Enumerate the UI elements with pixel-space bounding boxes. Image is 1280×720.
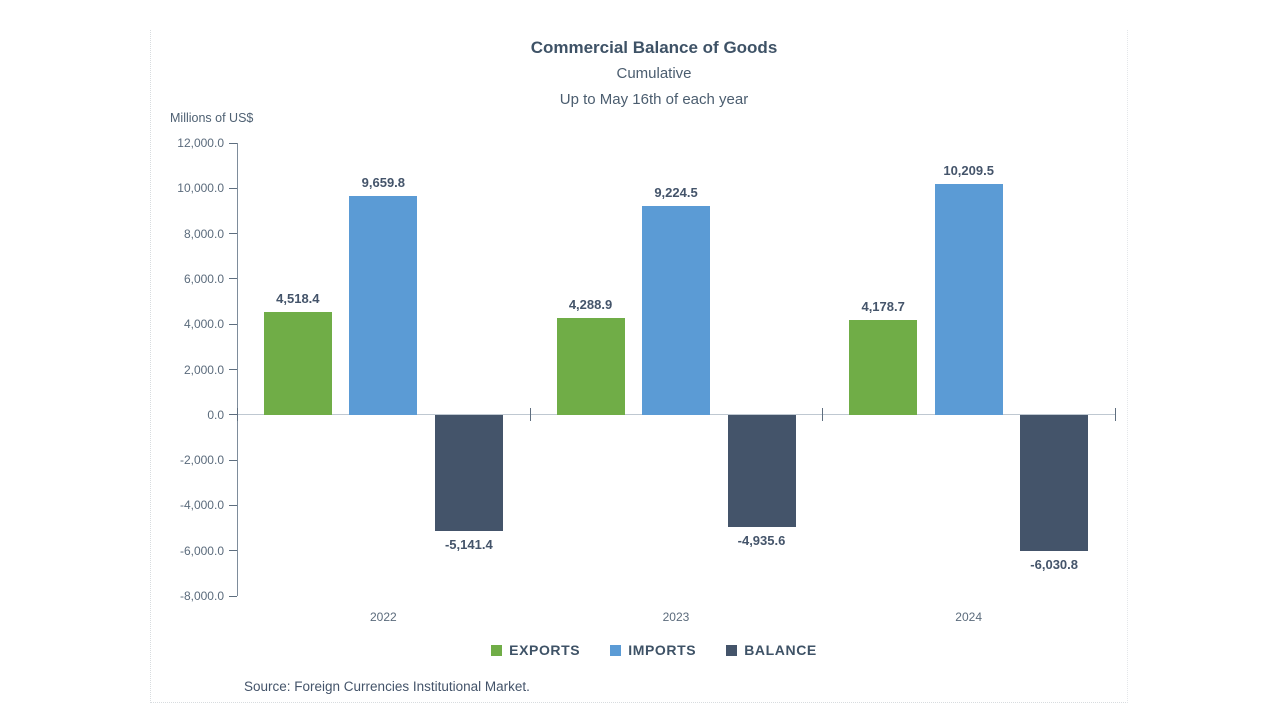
data-label-imports-2022: 9,659.8 bbox=[361, 175, 406, 190]
y-axis-tick bbox=[229, 595, 237, 597]
bar-balance-2023 bbox=[727, 414, 796, 527]
y-axis-tick-label: -8,000.0 bbox=[179, 589, 224, 603]
data-label-imports-2024: 10,209.5 bbox=[943, 162, 994, 178]
bar-imports-2023 bbox=[642, 205, 710, 415]
chart-subtitle-period: Up to May 16th of each year bbox=[559, 91, 749, 108]
legend-swatch-balance bbox=[726, 644, 738, 656]
y-axis-tick-label: 8,000.0 bbox=[183, 226, 224, 241]
y-axis-tick-label: -4,000.0 bbox=[179, 498, 224, 513]
y-axis-tick bbox=[229, 142, 237, 144]
y-axis-tick bbox=[229, 323, 237, 325]
x-axis-tick bbox=[237, 408, 238, 422]
data-label-balance-2024: -6,030.8 bbox=[1030, 557, 1078, 573]
bar-exports-2022 bbox=[263, 312, 332, 415]
y-axis-tick bbox=[229, 233, 237, 235]
bar-imports-2022 bbox=[349, 196, 418, 415]
y-axis-tick-label: 0.0 bbox=[207, 407, 224, 422]
bar-imports-2024 bbox=[934, 183, 1003, 415]
legend-label-exports: EXPORTS bbox=[509, 642, 581, 658]
chart-subtitle-cumulative: Cumulative bbox=[616, 65, 692, 82]
legend-label-imports: IMPORTS bbox=[628, 642, 697, 658]
x-axis-label-2022: 2022 bbox=[369, 610, 397, 624]
y-axis-tick bbox=[229, 550, 237, 552]
y-axis-tick bbox=[229, 504, 237, 506]
y-axis-tick-label: -6,000.0 bbox=[179, 543, 224, 558]
y-axis-tick bbox=[229, 414, 237, 416]
legend-swatch-imports bbox=[610, 644, 622, 656]
x-axis-tick bbox=[1115, 408, 1116, 422]
legend: EXPORTS IMPORTS BALANCE bbox=[174, 642, 1134, 658]
x-axis-label-2024: 2024 bbox=[955, 610, 982, 624]
y-axis-tick bbox=[229, 278, 237, 280]
y-axis-tick-label: 12,000.0 bbox=[177, 136, 224, 150]
data-label-exports-2024: 4,178.7 bbox=[861, 299, 905, 315]
y-axis-line bbox=[237, 143, 238, 596]
legend-label-balance: BALANCE bbox=[744, 642, 817, 658]
y-axis-tick-label: 10,000.0 bbox=[177, 181, 224, 196]
x-axis-line bbox=[237, 414, 1115, 416]
chart-title: Commercial Balance of Goods bbox=[530, 38, 778, 57]
y-axis-tick-label: 6,000.0 bbox=[183, 271, 224, 286]
legend-item-balance: BALANCE bbox=[726, 642, 817, 658]
bar-balance-2022 bbox=[434, 414, 503, 532]
legend-item-exports: EXPORTS bbox=[491, 642, 580, 658]
legend-item-imports: IMPORTS bbox=[610, 642, 696, 658]
y-axis-tick-label: 2,000.0 bbox=[183, 362, 224, 377]
bar-exports-2024 bbox=[849, 320, 918, 415]
bar-exports-2023 bbox=[556, 317, 625, 415]
data-label-exports-2022: 4,518.4 bbox=[276, 291, 320, 307]
legend-swatch-exports bbox=[491, 644, 503, 656]
data-label-imports-2023: 9,224.5 bbox=[654, 184, 698, 200]
y-axis-title: Millions of US$ bbox=[170, 111, 254, 125]
y-axis-tick-label: -2,000.0 bbox=[179, 453, 224, 468]
data-label-balance-2023: -4,935.6 bbox=[737, 532, 786, 548]
bar-balance-2024 bbox=[1020, 414, 1089, 552]
y-axis-tick bbox=[229, 459, 237, 461]
x-axis-label-2023: 2023 bbox=[662, 610, 690, 624]
data-label-exports-2023: 4,288.9 bbox=[568, 296, 613, 312]
source-note: Source: Foreign Currencies Institutional… bbox=[244, 679, 530, 694]
x-axis-tick bbox=[822, 408, 824, 422]
data-label-balance-2022: -5,141.4 bbox=[444, 537, 493, 553]
y-axis-tick bbox=[229, 187, 237, 189]
y-axis-tick-label: 4,000.0 bbox=[183, 317, 224, 332]
y-axis-tick bbox=[229, 369, 237, 370]
x-axis-tick bbox=[529, 408, 531, 422]
